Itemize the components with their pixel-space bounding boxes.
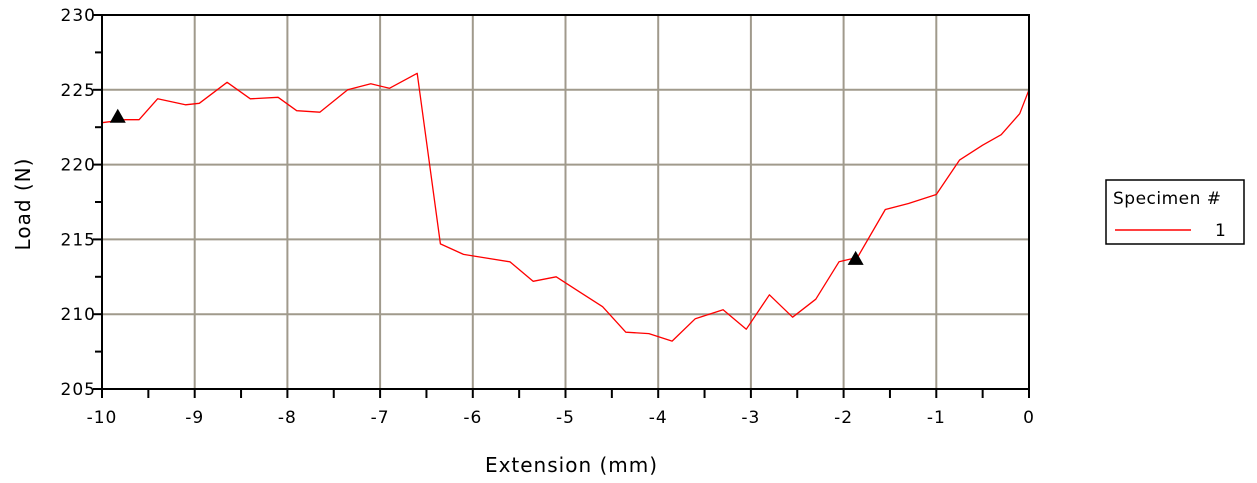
x-tick-label: -5 [556,408,575,428]
axis-ticks [93,14,1030,398]
grid-lines [101,14,1030,390]
x-tick-label: -2 [834,408,853,428]
y-tick-labels: 205 210 215 220 225 230 [61,6,96,400]
x-tick-label: -10 [87,408,118,428]
y-axis-label: Load (N) [11,158,35,251]
x-tick-label: 0 [1023,408,1035,428]
y-tick-label: 215 [61,230,96,250]
x-tick-label: -1 [927,408,946,428]
legend-entry-label: 1 [1215,221,1226,241]
plot-frame [101,14,1030,390]
y-tick-label: 205 [61,380,96,400]
legend-title: Specimen # [1113,189,1222,209]
legend-box [1105,179,1245,245]
series-layer [101,72,1030,342]
triangle-marker [109,108,126,123]
x-tick-label: -4 [649,408,668,428]
triangle-marker [847,250,864,265]
x-tick-labels: -10 -9 -8 -7 -6 -5 -4 -3 -2 -1 0 [87,408,1035,428]
x-tick-label: -8 [278,408,297,428]
x-tick-label: -7 [371,408,390,428]
x-tick-label: -9 [185,408,204,428]
legend: Specimen # 1 [1105,179,1245,245]
y-tick-label: 220 [61,156,96,176]
x-tick-label: -3 [741,408,760,428]
y-tick-label: 230 [61,6,96,26]
y-tick-label: 225 [61,81,96,101]
marker-layer [109,108,864,265]
x-axis-label: Extension (mm) [485,453,658,477]
y-tick-label: 210 [61,305,96,325]
x-tick-label: -6 [463,408,482,428]
series-line [101,72,1030,342]
